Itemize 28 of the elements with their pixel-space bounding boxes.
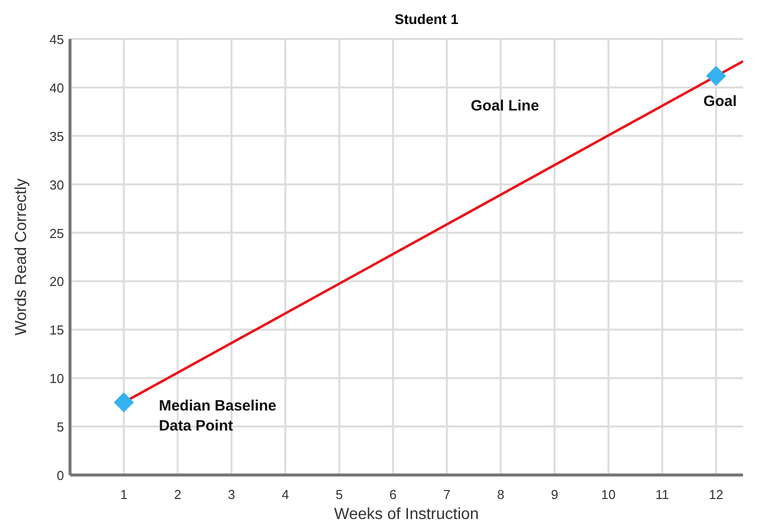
y-tick-label: 25 [50, 226, 64, 241]
y-axis-title: Words Read Correctly [13, 178, 30, 336]
y-tick-label: 10 [50, 371, 64, 386]
x-tick-label: 12 [708, 487, 724, 502]
y-tick-label: 45 [50, 32, 64, 47]
y-tick-label: 30 [50, 177, 64, 192]
annotation: Median Baseline Data Point [158, 397, 276, 434]
annotation: Goal Line [470, 97, 540, 114]
x-tick-label: 1 [120, 487, 128, 502]
x-tick-label: 2 [174, 487, 182, 502]
x-tick-label: 6 [389, 487, 397, 502]
x-tick-label: 8 [497, 487, 504, 502]
x-tick-label: 7 [443, 487, 450, 502]
x-tick-label: 9 [550, 487, 558, 502]
x-tick-label: 11 [655, 487, 669, 502]
x-tick-label: 5 [336, 487, 343, 502]
y-tick-label: 5 [56, 420, 64, 435]
chart-title: Student 1 [394, 11, 459, 27]
y-tick-label: 20 [50, 274, 64, 290]
y-tick-label: 0 [56, 468, 64, 483]
x-axis-title: Weeks of Instruction [334, 506, 479, 523]
y-tick-label: 15 [50, 322, 64, 338]
x-tick-label: 4 [282, 487, 289, 502]
y-tick-label: 35 [50, 128, 64, 144]
x-tick-label: 3 [228, 487, 236, 502]
x-tick-label: 10 [601, 487, 616, 502]
y-tick-label: 40 [50, 80, 64, 96]
annotation: Goal [703, 92, 737, 110]
